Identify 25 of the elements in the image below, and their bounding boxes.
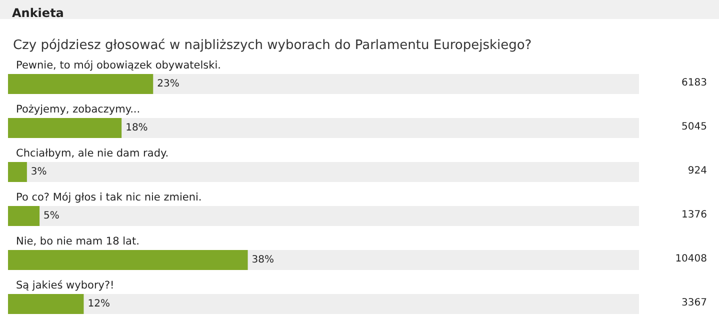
text: 3367	[682, 298, 707, 308]
data-label: 5%	[44, 210, 60, 222]
y-tick-label: Po co? Mój głos i tak nic nie zmieni.	[16, 192, 202, 204]
y-tick-label: Pożyjemy, zobaczymy...	[16, 104, 140, 116]
bar	[8, 294, 84, 314]
y-tick-label: Pewnie, to mój obowiązek obywatelski.	[16, 60, 221, 72]
chart-subtitle: Czy pójdziesz głosować w najbliższych wyborach do Parlamentu Europejskiego?	[13, 38, 532, 53]
bar	[8, 118, 122, 138]
data-label: 3%	[30, 166, 47, 178]
text: 6183	[682, 78, 707, 88]
data-label: 12%	[88, 298, 110, 310]
chart-title: Ankieta	[12, 6, 64, 20]
data-label: 23%	[157, 78, 180, 90]
bar	[8, 162, 27, 182]
bar	[8, 206, 40, 226]
data-label: 18%	[126, 122, 148, 134]
text: 1376	[682, 210, 707, 220]
text: 10408	[675, 254, 707, 264]
y-tick-label: Chciałbym, ale nie dam rady.	[16, 148, 169, 160]
y-tick-label: Nie, bo nie mam 18 lat.	[16, 236, 140, 248]
y-tick-label: Są jakieś wybory?!	[16, 280, 114, 292]
text: 924	[688, 166, 707, 176]
bar	[8, 74, 154, 94]
data-label: 38%	[252, 254, 274, 266]
text: 5045	[682, 122, 707, 132]
